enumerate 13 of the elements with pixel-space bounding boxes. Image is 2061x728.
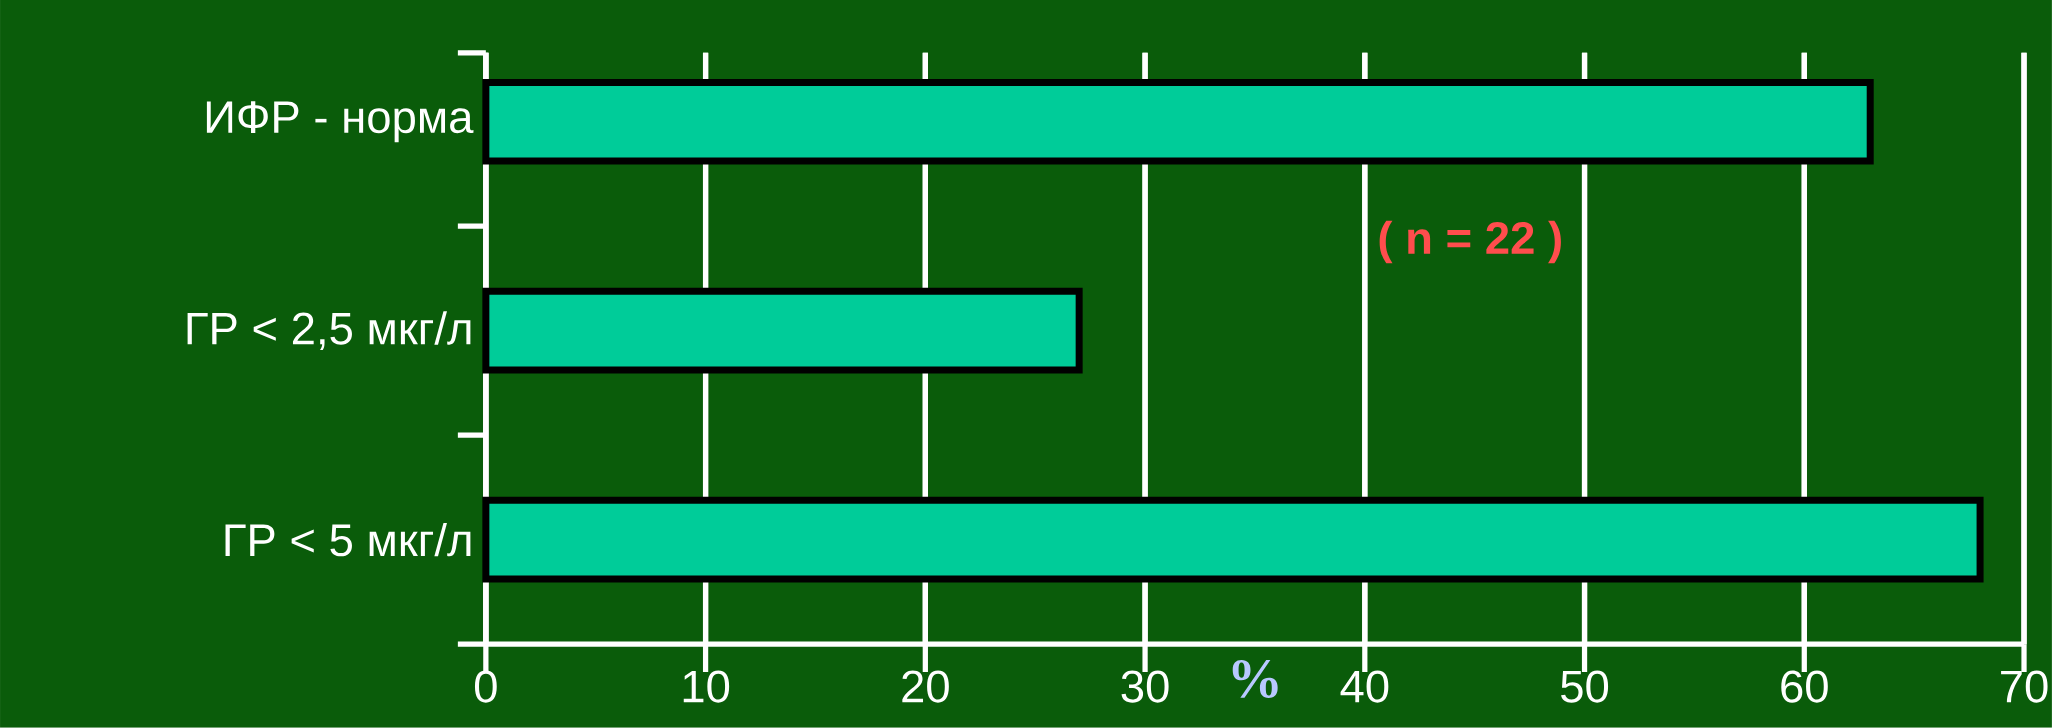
- y-tick-label: ГР < 2,5 мкг/л: [187, 311, 471, 351]
- x-tick-label: 10: [683, 670, 730, 703]
- x-tick-label: 60: [1781, 670, 1828, 703]
- y-tick-label: ИФР - норма: [206, 101, 474, 143]
- x-axis-title: %: [1232, 660, 1278, 699]
- x-tick-label: 50: [1561, 670, 1609, 703]
- x-tick-label: 30: [1121, 670, 1169, 703]
- x-tick-label: 0: [474, 670, 497, 703]
- x-tick-label: 70: [2001, 670, 2048, 703]
- x-tick-label: 20: [902, 670, 949, 703]
- annotation: ( n = 22 ): [1379, 220, 1561, 264]
- y-tick-label: ГР < 5 мкг/л: [225, 523, 471, 557]
- x-tick-label: 40: [1340, 670, 1389, 703]
